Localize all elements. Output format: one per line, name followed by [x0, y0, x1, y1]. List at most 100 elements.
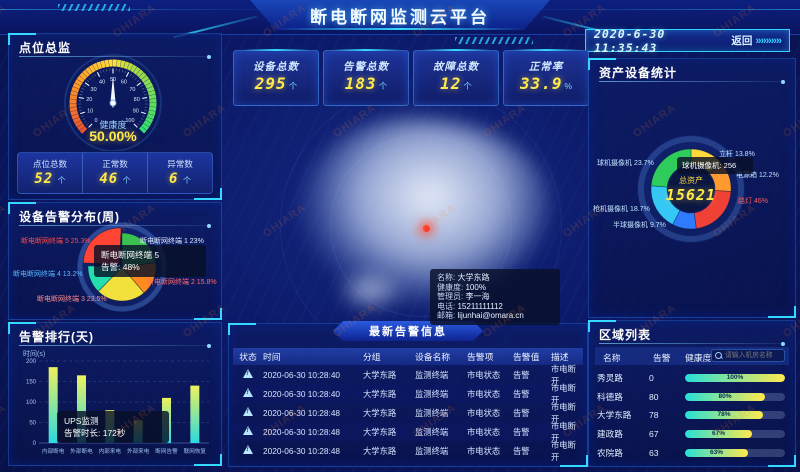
panel-title: 告警排行(天)	[19, 330, 94, 344]
map-tooltip-row: 电话: 15211111112	[437, 301, 503, 311]
pie-tooltip-name: 断电断网终端 5	[101, 250, 160, 260]
health-progress-bar: 67%	[685, 430, 785, 439]
point-stat-total: 点位总数 52 个	[18, 153, 82, 193]
col-header-value: 告警值	[513, 352, 540, 362]
alarm-table-body: 2020-06-30 10:28:40大学东路监测终端市电状态告警市电断开202…	[233, 364, 583, 462]
svg-text:150: 150	[26, 380, 37, 386]
warning-icon	[243, 407, 253, 416]
col-header-desc: 描述	[551, 352, 569, 362]
svg-text:内部断电: 内部断电	[42, 447, 65, 455]
panel-asset-statistics: 资产设备统计 总资产 15621 球机摄像机 23.7% 立杆 13.8% 电源…	[588, 58, 796, 318]
svg-text:外部来电: 外部来电	[127, 447, 150, 455]
panel-title: 资产设备统计	[599, 66, 678, 80]
warning-icon	[243, 445, 253, 454]
region-search-input[interactable]	[711, 349, 785, 362]
health-progress-bar: 100%	[685, 374, 785, 383]
pie-label: 断电断网终端 1 23%	[140, 238, 204, 245]
panel-latest-alarms: 最新告警信息 状态 时间 分组 设备名称 告警项 告警值 描述 2020-06-…	[228, 323, 588, 467]
search-icon	[715, 352, 722, 359]
health-gauge-chart: 0102030405060708090100	[48, 47, 178, 152]
col-header-item: 告警项	[467, 352, 494, 362]
stat-card-unit: %	[564, 81, 573, 91]
warning-icon	[243, 369, 253, 378]
health-progress-bar: 78%	[685, 411, 785, 420]
pie-tooltip-value: 告警: 48%	[101, 262, 140, 272]
point-stat-abnormal: 异常数 6 个	[147, 153, 212, 193]
svg-text:80: 80	[134, 97, 140, 103]
region-row[interactable]: 科德路 80 80%	[595, 388, 789, 407]
svg-text:外部断电: 外部断电	[70, 447, 93, 455]
svg-text:10: 10	[87, 108, 93, 114]
col-header-health: 健康度	[685, 353, 712, 363]
bar-tooltip-value: 告警时长: 172秒	[64, 428, 126, 438]
panel-region-list: 区域列表 名称 告警 健康度 秀灵路0100%科德路8080%大学东路7878%…	[588, 320, 796, 467]
svg-text:100: 100	[26, 400, 37, 406]
point-stats-box: 点位总数 52 个 正常数 46 个 异常数 6 个	[17, 152, 213, 194]
bar-svg: 0 50 100 150 200 内部断电 外部断电 内部来电 外部来电 断网告警 联网恢复	[26, 359, 209, 455]
china-map-blurred-south	[335, 268, 405, 313]
map-tooltip-row: 邮箱: lijunhai@omara.cn	[437, 311, 524, 321]
bar-tooltip-name: UPS监测	[64, 416, 99, 426]
donut-label: 电源箱 12.2%	[736, 172, 779, 179]
col-header-name: 名称	[603, 353, 621, 363]
alarm-bar-chart[interactable]: 0 50 100 150 200 内部断电 外部断电 内部来电 外部来电 断网告警 联网恢复	[15, 355, 215, 459]
donut-label: 路灯 46%	[738, 198, 768, 205]
point-stat-value: 52	[34, 171, 54, 187]
pie-label: 断电断网终端 4 13.2%	[13, 271, 83, 278]
donut-label: 立杆 13.8%	[719, 151, 755, 158]
map-alert-marker[interactable]	[423, 225, 430, 232]
datetime-display: 2020-6-30 11:35:43	[594, 26, 666, 55]
title-underline	[19, 223, 211, 228]
bar-y-axis-label: 时间(s)	[23, 351, 46, 358]
map-tooltip-row: 管理员: 李一海	[437, 292, 490, 302]
donut-svg	[637, 135, 745, 243]
stat-card-label: 告警总数	[343, 61, 389, 73]
stat-card-label: 设备总数	[253, 61, 299, 73]
point-stat-unit: 个	[182, 176, 191, 185]
point-stat-label: 正常数	[102, 159, 128, 169]
health-progress-bar: 63%	[685, 448, 785, 457]
asset-donut-chart[interactable]	[626, 129, 756, 249]
back-button-label: 返回	[731, 35, 753, 47]
region-row[interactable]: 大学东路 78 78%	[595, 406, 789, 425]
panel-alarm-ranking: 告警排行(天) 时间(s) 0 50 100 150 200 内部断电 外部断电 内部来电 外部…	[8, 322, 222, 466]
region-row[interactable]: 农院路 63 63%	[595, 443, 789, 462]
region-row[interactable]: 建政路 67 67%	[595, 425, 789, 444]
point-stat-normal: 正常数 46 个	[82, 153, 147, 193]
region-row[interactable]: 秀灵路 0 100%	[595, 369, 789, 388]
watermark-text: OHIARA	[411, 201, 459, 241]
panel-device-alarm-distribution: 设备告警分布(周) 断电断网终端 1 23% 断电断网终端 2 15.8% 断电…	[8, 202, 222, 320]
stat-card-alarms: 告警总数 183 个	[323, 49, 409, 106]
stat-card-unit: 个	[288, 81, 298, 91]
watermark-text: OHIARA	[481, 101, 529, 141]
watermark-text: OHIARA	[331, 101, 379, 141]
stat-card-label: 正常率	[528, 61, 564, 73]
svg-text:联网恢复: 联网恢复	[184, 447, 207, 455]
donut-label: 球机摄像机 23.7%	[597, 160, 654, 167]
datetime-box: 2020-6-30 11:35:43 返回 »»»»»	[585, 26, 790, 55]
hatch-deco-left	[58, 4, 130, 11]
col-header-group: 分组	[363, 352, 381, 362]
col-header-time: 时间	[263, 352, 281, 362]
warning-icon	[243, 388, 253, 397]
gauge-value: 50.00%	[89, 128, 137, 144]
page-title: 断电断网监测云平台	[310, 7, 490, 27]
stat-card-value: 183	[344, 74, 377, 93]
title-underline	[19, 54, 211, 59]
map-tooltip-row: 健康度: 100%	[437, 282, 486, 292]
back-button[interactable]: 返回 »»»»»	[731, 33, 782, 48]
pie-label: 断电断网终端 3 23.5%	[37, 296, 107, 303]
stat-card-unit: 个	[378, 81, 388, 91]
warning-icon	[243, 426, 253, 435]
chevron-right-icon: »»»»»	[755, 34, 782, 47]
stat-card-faults: 故障总数 12 个	[413, 49, 499, 106]
donut-label: 枪机摄像机 18.7%	[593, 206, 650, 213]
panel-point-overview: 点位总监 0102030405060708090100 健康度 50.00% 点…	[8, 33, 222, 200]
title-banner: 断电断网监测云平台	[250, 0, 550, 30]
